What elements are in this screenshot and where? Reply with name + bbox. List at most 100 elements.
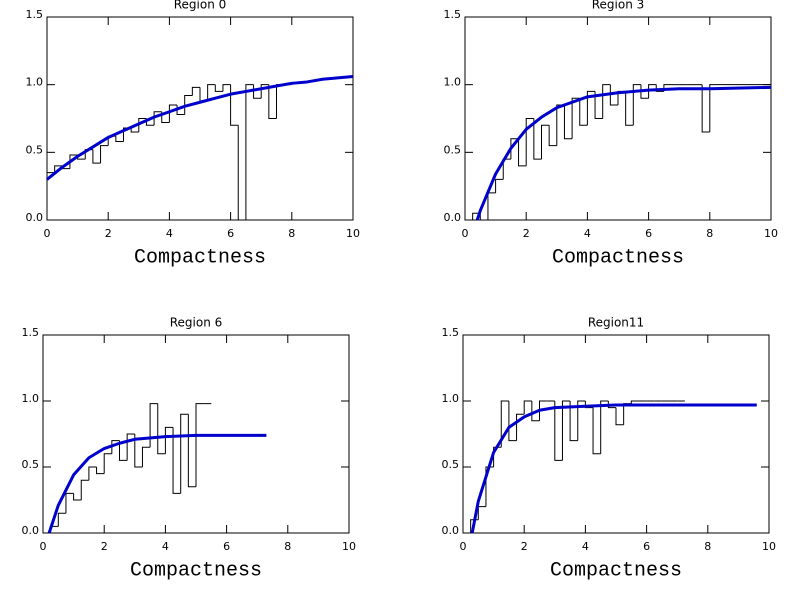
step-segment <box>88 466 97 481</box>
x-axis-label: Compactness <box>550 559 682 582</box>
step-segment <box>168 104 178 123</box>
step-segment <box>561 400 571 461</box>
step-segment <box>609 84 618 106</box>
step-segment <box>640 84 649 99</box>
step-segment <box>625 91 634 126</box>
step-segment <box>138 118 147 133</box>
step-segment <box>195 403 204 487</box>
step-segment <box>571 97 580 139</box>
step-segment <box>153 111 162 126</box>
y-tick-label: 1.5 <box>22 326 40 339</box>
step-segment <box>487 192 496 220</box>
step-segment <box>214 84 223 92</box>
step-segment <box>586 90 596 126</box>
x-tick-label: 6 <box>643 540 650 553</box>
step-segment <box>632 84 641 126</box>
step-segment <box>502 158 511 180</box>
step-segment <box>184 94 193 115</box>
step-segment <box>237 125 246 221</box>
step-segment <box>119 440 128 461</box>
step-segment <box>115 136 124 143</box>
plot-frame <box>42 334 350 534</box>
step-segment <box>80 479 89 500</box>
x-tick-label: 4 <box>584 227 591 240</box>
step-segment <box>253 84 262 99</box>
step-segment <box>126 433 135 461</box>
y-tick-label: 0.0 <box>22 524 40 537</box>
step-segment <box>600 400 609 454</box>
fit-curve <box>47 433 267 534</box>
x-tick-label: 8 <box>288 227 295 240</box>
step-segment <box>230 84 239 126</box>
x-tick-label: 8 <box>704 540 711 553</box>
x-tick-label: 4 <box>166 227 173 240</box>
y-tick-label: 1.5 <box>442 326 460 339</box>
step-segment <box>518 138 527 167</box>
y-tick-label: 0.5 <box>26 143 44 156</box>
step-segment <box>276 84 285 119</box>
step-segment <box>65 492 74 514</box>
x-axis-label: Compactness <box>134 246 266 269</box>
chart-title: Region 0 <box>174 0 227 12</box>
step-segment <box>592 407 601 455</box>
step-segment <box>111 440 120 454</box>
fit-curve <box>475 85 772 221</box>
step-segment <box>531 401 540 422</box>
step-segment <box>100 145 109 164</box>
step-segment <box>57 512 66 527</box>
y-tick-label: 1.0 <box>444 76 462 89</box>
step-segment <box>630 400 639 404</box>
step-segment <box>556 104 565 146</box>
y-tick-label: 0.5 <box>22 458 40 471</box>
plot-frame <box>462 334 770 534</box>
step-segment <box>207 84 216 101</box>
step-segment <box>96 467 105 475</box>
y-tick-label: 0.0 <box>442 524 460 537</box>
step-segment <box>510 138 519 160</box>
step-segment <box>500 400 509 448</box>
x-tick-label: 0 <box>462 227 469 240</box>
step-segment <box>172 427 181 494</box>
x-tick-label: 8 <box>284 540 291 553</box>
step-segment <box>648 84 657 99</box>
y-tick-label: 0.0 <box>444 211 462 224</box>
x-tick-label: 2 <box>105 227 112 240</box>
step-segment <box>607 401 616 409</box>
x-tick-label: 2 <box>101 540 108 553</box>
fit-curve <box>470 403 757 534</box>
chart-title: Region11 <box>588 316 644 330</box>
step-segment <box>523 400 532 415</box>
y-tick-label: 1.0 <box>22 392 40 405</box>
x-tick-label: 10 <box>764 227 778 240</box>
x-tick-label: 2 <box>523 227 530 240</box>
step-segment <box>579 98 588 126</box>
step-segment <box>615 407 624 426</box>
step-segment <box>199 87 208 102</box>
x-tick-label: 0 <box>40 540 47 553</box>
step-segment <box>541 124 550 160</box>
y-tick-label: 1.0 <box>442 392 460 405</box>
chart-title: Region 6 <box>170 316 223 330</box>
x-tick-label: 4 <box>162 540 169 553</box>
chart-title: Region 3 <box>592 0 645 12</box>
step-segment <box>709 84 771 133</box>
step-segment <box>495 178 504 193</box>
x-tick-label: 4 <box>582 540 589 553</box>
step-segment <box>508 401 517 442</box>
step-segment <box>73 493 82 501</box>
step-segment <box>157 403 166 455</box>
step-segment <box>548 125 557 147</box>
step-segment <box>623 403 632 425</box>
y-tick-label: 1.5 <box>26 8 44 21</box>
step-segment <box>245 84 254 220</box>
y-tick-label: 1.5 <box>444 8 462 21</box>
step-segment <box>187 414 196 488</box>
step-segment <box>516 413 525 441</box>
plot-frame <box>46 16 354 221</box>
step-segment <box>268 84 277 119</box>
step-segment <box>130 127 139 133</box>
x-tick-label: 0 <box>44 227 51 240</box>
step-segment <box>260 84 269 99</box>
step-segment <box>477 506 486 520</box>
